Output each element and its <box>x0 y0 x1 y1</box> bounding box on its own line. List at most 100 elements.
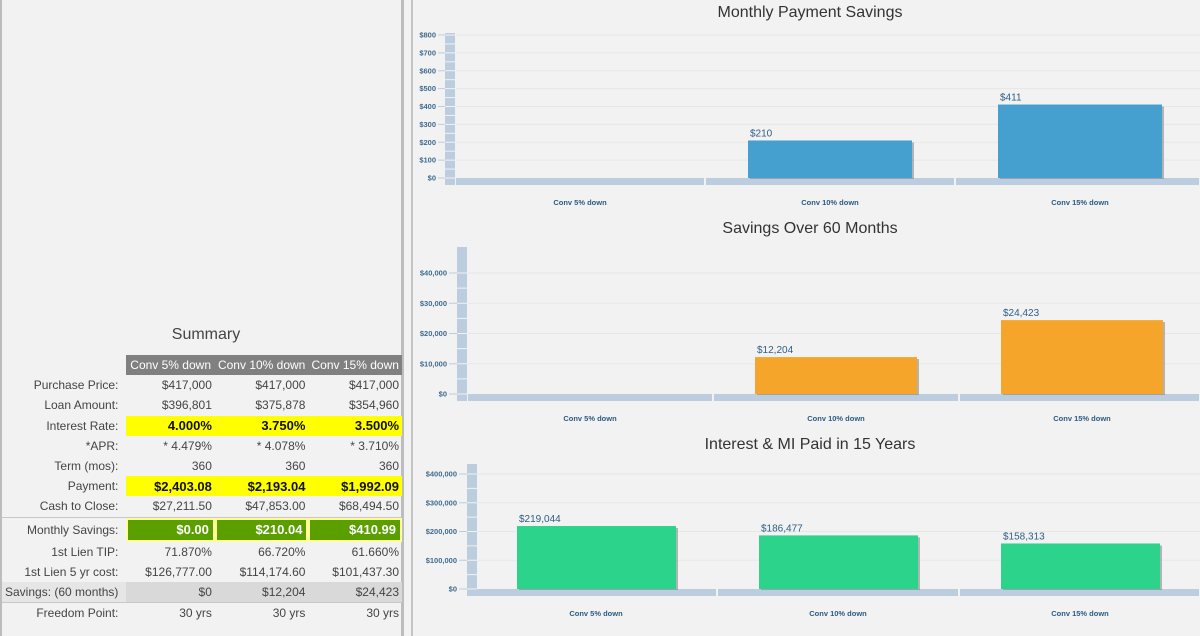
cell-value: $417,000 <box>161 378 212 393</box>
column-header: Conv 5% down <box>126 355 215 376</box>
cell-value: 30 yrs <box>214 602 309 623</box>
summary-row: Monthly Savings: $0.00 $210.04 $410.99 <box>2 516 402 542</box>
cell-value: $375,878 <box>255 398 306 413</box>
row-label: Cash to Close: <box>39 499 119 514</box>
cell-value: $2,403.08 <box>126 476 215 497</box>
y-tick-label: $300,000 <box>426 498 457 507</box>
x-tick-label: Conv 15% down <box>1051 609 1109 618</box>
chart-title: Savings Over 60 Months <box>722 220 897 237</box>
x-axis-band <box>477 589 716 596</box>
column-header: Conv 15% down <box>308 355 402 376</box>
y-tick-label: $700 <box>419 48 436 57</box>
y-tick-label: $500 <box>419 84 436 93</box>
charts-panel: Monthly Payment Savings $0 $100 $200 $300 $40… <box>404 0 1200 636</box>
x-axis-band <box>456 178 704 185</box>
savings-cell: $210.04 <box>214 516 309 542</box>
summary-row: Purchase Price: $417,000 $417,000 $417,000 <box>2 375 402 395</box>
bar <box>748 140 912 178</box>
cell-value: 3.500% <box>308 415 402 436</box>
row-label: Payment: <box>67 479 119 494</box>
cell-value: $126,777.00 <box>145 564 212 579</box>
data-label: $12,204 <box>757 345 794 356</box>
cell-value: $396,801 <box>161 398 212 413</box>
data-label: $411 <box>1000 93 1022 104</box>
cell-value: $24,423 <box>308 582 402 603</box>
x-tick-label: Conv 10% down <box>809 609 867 618</box>
cell-value: * 3.710% <box>350 438 399 453</box>
chart-title: Interest & MI Paid in 15 Years <box>705 436 916 453</box>
cell-value: $12,204 <box>214 582 309 603</box>
y-axis-band <box>467 464 477 596</box>
x-axis-band <box>960 589 1199 596</box>
y-tick-label: $200,000 <box>426 527 457 536</box>
y-axis-band <box>445 33 455 185</box>
row-label: Interest Rate: <box>46 418 119 433</box>
cell-value: $354,960 <box>348 398 399 413</box>
x-tick-label: Conv 5% down <box>553 198 607 207</box>
x-tick-label: Conv 5% down <box>569 609 623 618</box>
cell-value: $2,193.04 <box>214 476 309 497</box>
cell-value: $417,000 <box>255 378 306 393</box>
row-label: Monthly Savings: <box>2 516 127 542</box>
data-label: $158,313 <box>1003 531 1045 542</box>
summary-row: 1st Lien 5 yr cost: $126,777.00 $114,174.6… <box>2 562 402 582</box>
cell-value: $27,211.50 <box>152 499 212 514</box>
cell-value: 66.720% <box>258 544 306 559</box>
x-axis-band <box>714 394 958 401</box>
cell-value: $0.00 <box>128 519 213 540</box>
cell-value: 360 <box>378 459 399 474</box>
bar <box>759 535 918 589</box>
row-label: Term (mos): <box>54 459 119 474</box>
cell-value: $114,174.60 <box>239 564 306 579</box>
row-label: Purchase Price: <box>33 378 119 393</box>
y-tick-label: $200 <box>419 138 436 147</box>
y-tick-label: $400 <box>419 102 436 111</box>
summary-row: Payment: $2,403.08 $2,193.04 $1,992.09 <box>2 476 402 497</box>
chart-title: Monthly Payment Savings <box>718 4 903 21</box>
cell-value: $410.99 <box>310 519 400 540</box>
summary-row: Freedom Point: 30 yrs 30 yrs 30 yrs <box>2 602 402 623</box>
panel-divider <box>411 0 413 636</box>
cell-value: $1,992.09 <box>308 476 402 497</box>
summary-row: Savings: (60 months) $0 $12,204 $24,423 <box>2 582 402 603</box>
y-tick-label: $40,000 <box>420 269 447 278</box>
x-axis-band <box>468 394 712 401</box>
cell-value: 4.000% <box>126 415 215 436</box>
x-axis-band <box>960 394 1199 401</box>
summary-row: 1st Lien TIP: 71.870% 66.720% 61.660% <box>2 542 402 562</box>
y-tick-label: $0 <box>439 390 447 399</box>
y-tick-label: $100,000 <box>426 556 457 565</box>
y-tick-label: $0 <box>428 174 436 183</box>
row-label: Loan Amount: <box>44 398 119 413</box>
charts-canvas: Monthly Payment Savings $0 $100 $200 $300 $40… <box>419 4 1200 618</box>
bar <box>998 104 1162 178</box>
cell-value: $417,000 <box>348 378 399 393</box>
cell-value: $47,853.00 <box>245 499 306 514</box>
y-tick-label: $600 <box>419 66 436 75</box>
row-label: Savings: (60 months) <box>2 582 127 603</box>
cell-value: 61.660% <box>351 544 399 559</box>
savings-cell: $0.00 <box>126 516 215 542</box>
y-axis-band <box>457 247 467 401</box>
summary-row: Term (mos): 360 360 360 <box>2 456 402 476</box>
x-tick-label: Conv 5% down <box>563 414 617 423</box>
y-tick-label: $0 <box>449 585 457 594</box>
y-tick-label: $100 <box>419 156 436 165</box>
bar <box>1001 320 1163 394</box>
x-axis-band <box>706 178 954 185</box>
summary-table: Conv 5% down Conv 10% down Conv 15% down… <box>2 355 402 623</box>
bar <box>517 526 676 589</box>
row-label: 1st Lien TIP: <box>51 544 119 559</box>
y-tick-label: $10,000 <box>420 359 447 368</box>
cell-value: $0 <box>126 582 215 603</box>
data-label: $186,477 <box>761 523 803 534</box>
x-tick-label: Conv 10% down <box>801 198 859 207</box>
cell-value: * 4.078% <box>256 438 306 453</box>
summary-row: Loan Amount: $396,801 $375,878 $354,960 <box>2 395 402 415</box>
bar <box>755 357 917 394</box>
data-label: $24,423 <box>1003 308 1040 319</box>
x-axis-band <box>956 178 1199 185</box>
data-label: $219,044 <box>519 514 561 525</box>
summary-title: Summary <box>171 326 241 343</box>
x-tick-label: Conv 15% down <box>1053 414 1111 423</box>
